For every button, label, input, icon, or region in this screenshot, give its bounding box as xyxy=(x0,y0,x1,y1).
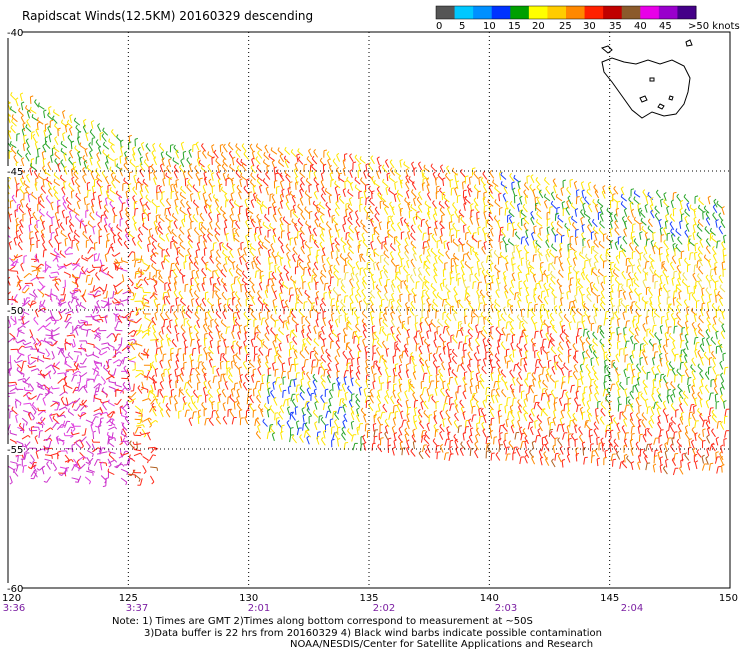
colorbar-segment xyxy=(510,6,529,19)
colorbar-segment xyxy=(492,6,511,19)
colorbar-segment xyxy=(436,6,455,19)
colorbar-segment xyxy=(566,6,585,19)
wind-speed-colorbar xyxy=(436,6,697,19)
note-line-3: NOAA/NESDIS/Center for Satellite Applica… xyxy=(290,639,593,651)
colorbar-label: 20 xyxy=(532,21,545,32)
time-label: 2:02 xyxy=(373,603,395,614)
time-label: 2:04 xyxy=(621,603,643,614)
colorbar-segment xyxy=(547,6,566,19)
lat-tick-label: -55 xyxy=(7,445,23,456)
lat-tick-label: -60 xyxy=(7,584,23,595)
colorbar-segment xyxy=(622,6,641,19)
colorbar-segment xyxy=(473,6,492,19)
time-label: 2:01 xyxy=(248,603,270,614)
colorbar-label: >50 knots xyxy=(688,21,740,32)
time-label: 3:37 xyxy=(126,603,148,614)
time-label: 3:36 xyxy=(3,603,25,614)
colorbar-label: 35 xyxy=(609,21,622,32)
colorbar-segment xyxy=(603,6,622,19)
time-labels: 3:36 3:37 2:01 2:02 2:03 2:04 xyxy=(3,603,643,614)
colorbar-segment xyxy=(585,6,604,19)
colorbar-segment xyxy=(659,6,678,19)
lon-tick-label: 150 xyxy=(719,593,738,604)
lat-tick-label: -40 xyxy=(7,28,23,39)
lat-tick-label: -45 xyxy=(7,167,23,178)
colorbar-label: 0 xyxy=(436,21,442,32)
colorbar-label: 45 xyxy=(659,21,672,32)
lat-tick-label: -50 xyxy=(7,306,23,317)
time-label: 2:03 xyxy=(495,603,517,614)
colorbar-segment xyxy=(677,6,696,19)
colorbar-label: 25 xyxy=(559,21,572,32)
note-line-1: Note: 1) Times are GMT 2)Times along bot… xyxy=(112,616,533,628)
colorbar-label: 10 xyxy=(483,21,496,32)
map-title: Rapidscat Winds(12.5KM) 20160329 descend… xyxy=(22,9,313,23)
colorbar-label: 5 xyxy=(459,21,465,32)
colorbar-label: 15 xyxy=(508,21,521,32)
colorbar-label: 40 xyxy=(634,21,647,32)
colorbar-segment xyxy=(529,6,548,19)
lon-tick-label: 145 xyxy=(600,593,619,604)
colorbar-label: 30 xyxy=(583,21,596,32)
colorbar-segment xyxy=(455,6,474,19)
colorbar-segment xyxy=(640,6,659,19)
